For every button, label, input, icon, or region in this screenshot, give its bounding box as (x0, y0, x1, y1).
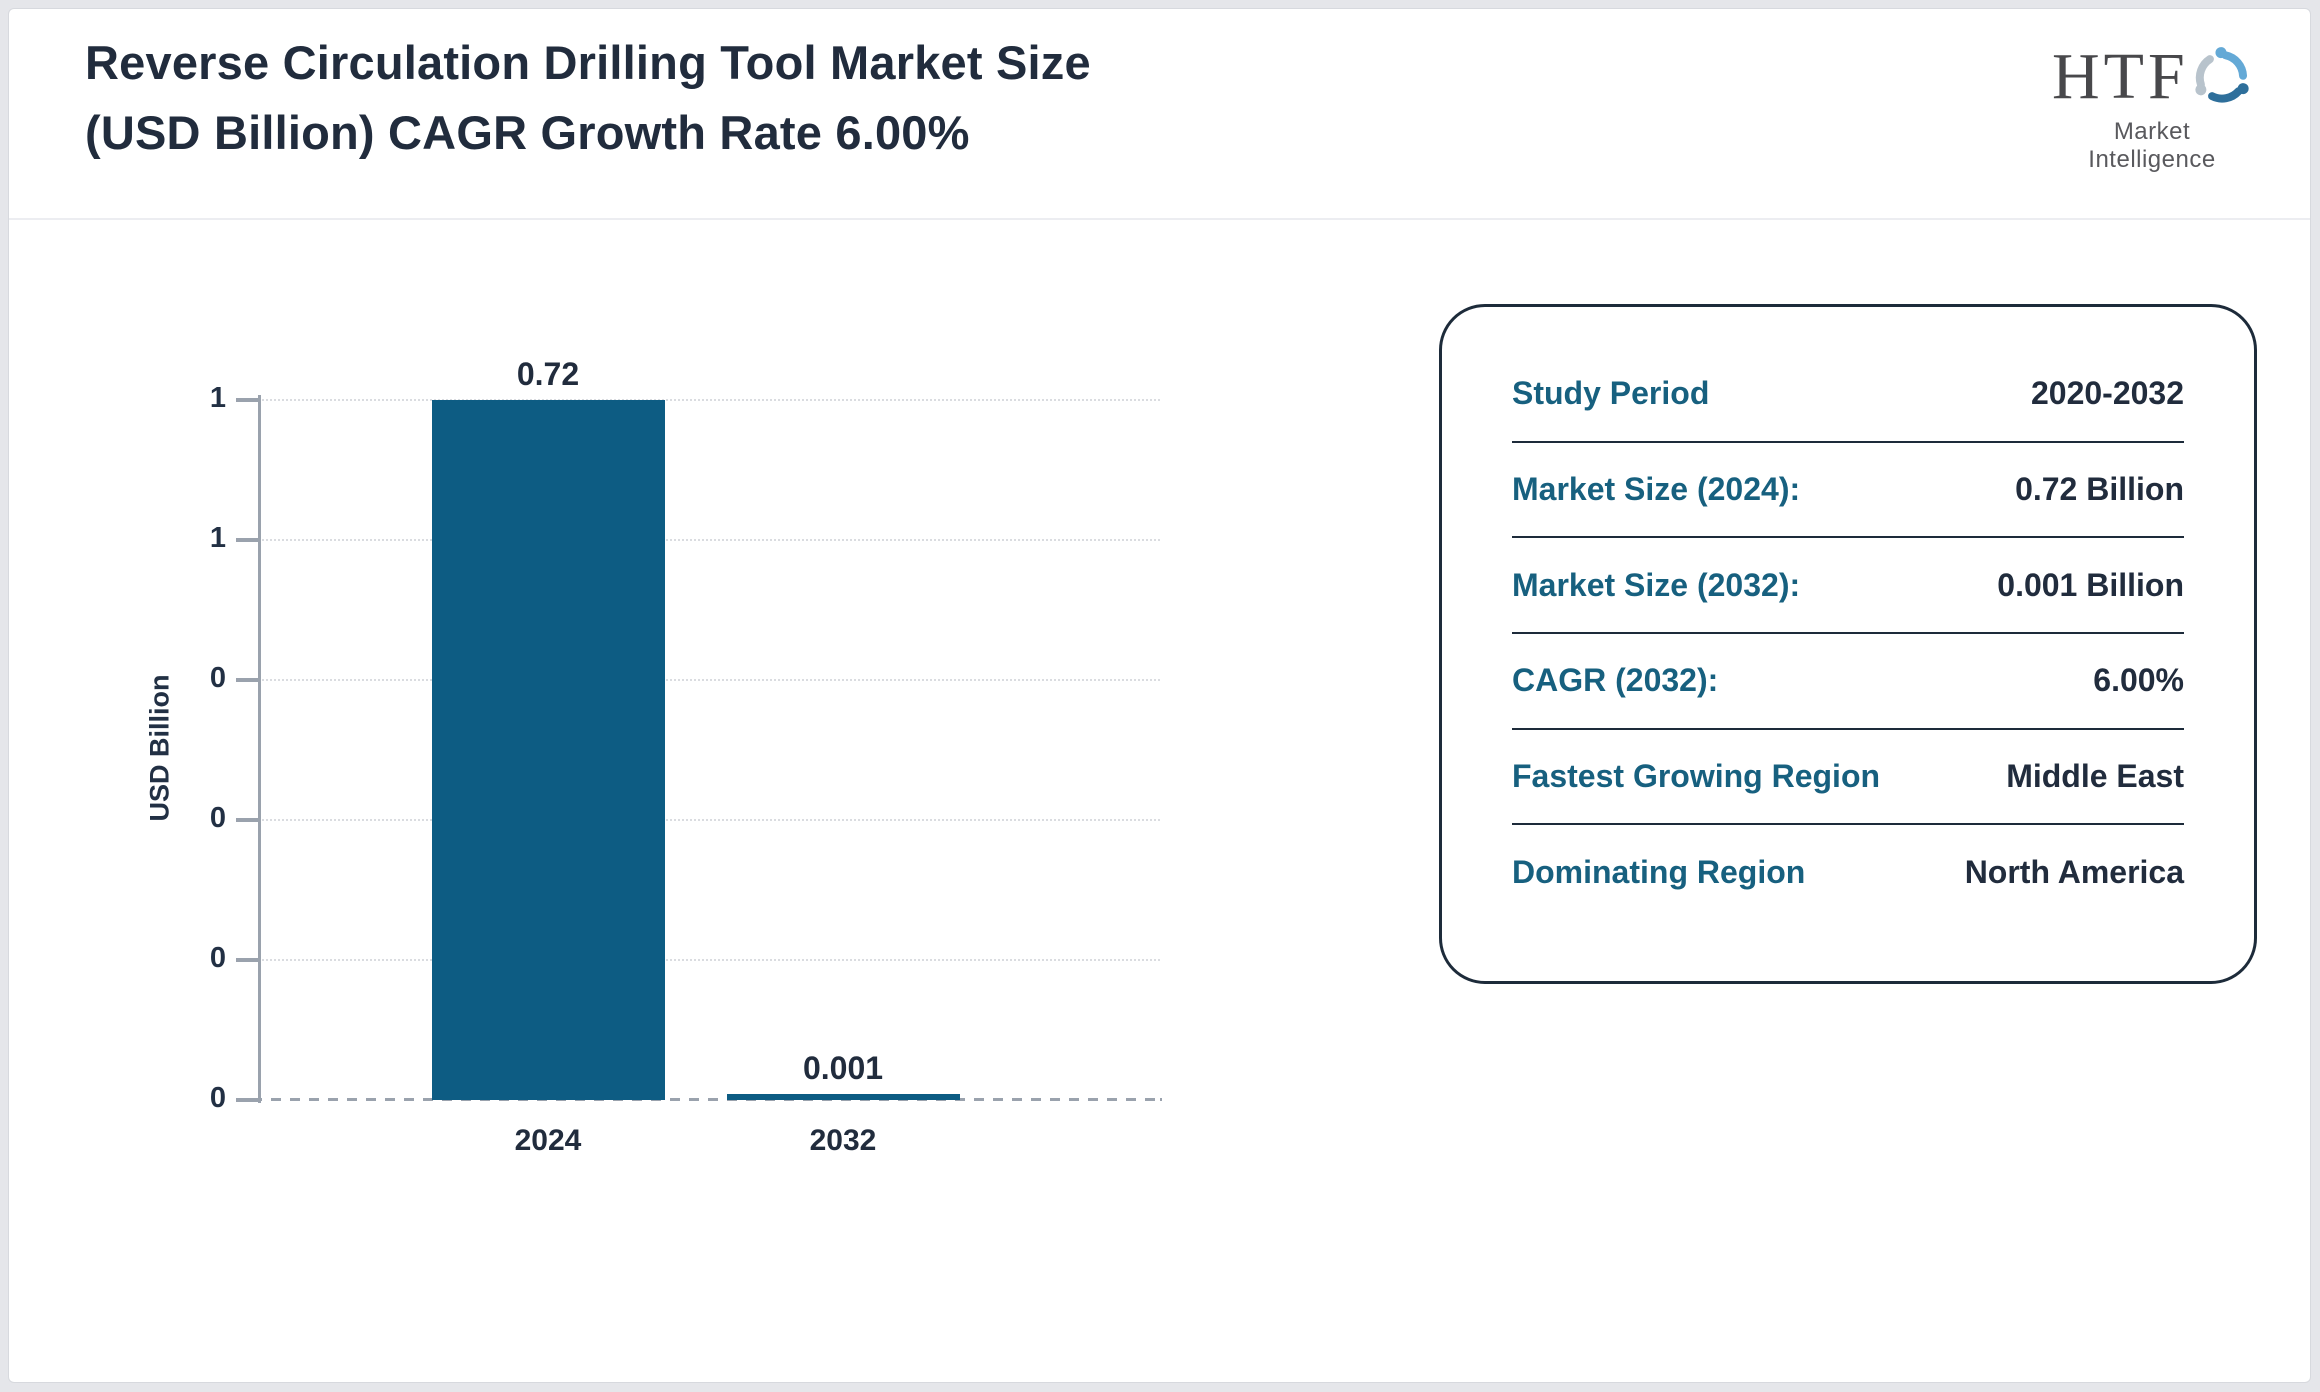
panel-row-value: North America (1965, 854, 2184, 891)
page-title-line2: (USD Billion) CAGR Growth Rate 6.00% (85, 106, 970, 159)
panel-row-value: 6.00% (2093, 662, 2184, 699)
panel-row-label: Market Size (2024): (1512, 471, 1800, 508)
gridline (262, 539, 1160, 541)
y-tick-label: 1 (140, 522, 226, 555)
y-tick-label: 1 (140, 382, 226, 415)
bar-value-label: 0.001 (803, 1050, 883, 1087)
y-axis-title: USD Billion (145, 675, 176, 822)
htf-logo-text: HTF (2052, 37, 2189, 117)
gridline (262, 959, 1160, 961)
panel-row-label: Fastest Growing Region (1512, 758, 1880, 795)
page: Reverse Circulation Drilling Tool Market… (0, 0, 2320, 1392)
y-axis-line (258, 395, 261, 1103)
panel-row-value: 0.001 Billion (1997, 567, 2184, 604)
people-swirl-icon (2191, 34, 2252, 120)
y-tick-mark (236, 818, 260, 822)
panel-row-label: Study Period (1512, 375, 1709, 412)
page-title: Reverse Circulation Drilling Tool Market… (85, 28, 1485, 168)
panel-row: Dominating Region North America (1512, 825, 2184, 919)
x-tick-label: 2024 (515, 1124, 582, 1158)
panel-row: Study Period 2020-2032 (1512, 347, 2184, 443)
header-divider (9, 218, 2310, 220)
panel-row: Market Size (2032): 0.001 Billion (1512, 538, 2184, 634)
htf-logo-row: HTF (2052, 34, 2252, 120)
htf-logo-subtext: Market Intelligence (2052, 118, 2252, 174)
bar-value-label: 0.72 (517, 356, 579, 393)
y-tick-mark (236, 958, 260, 962)
panel-row: Fastest Growing Region Middle East (1512, 730, 2184, 826)
gridline (262, 399, 1160, 401)
panel-row-label: CAGR (2032): (1512, 662, 1718, 699)
panel-row: CAGR (2032): 6.00% (1512, 634, 2184, 730)
y-tick-mark (236, 398, 260, 402)
x-axis-dashed-overlay (262, 1098, 1160, 1101)
gridline (262, 679, 1160, 681)
info-panel-rows: Study Period 2020-2032 Market Size (2024):… (1512, 347, 2184, 919)
y-tick-mark (236, 538, 260, 542)
page-title-line1: Reverse Circulation Drilling Tool Market… (85, 36, 1091, 89)
x-tick-label: 2032 (810, 1124, 877, 1158)
htf-logo: HTF Market Inte (2052, 34, 2252, 174)
panel-row-label: Market Size (2032): (1512, 567, 1800, 604)
y-tick-label: 0 (140, 1082, 226, 1115)
y-tick-label: 0 (140, 942, 226, 975)
bar-2024 (432, 400, 665, 1100)
gridline (262, 819, 1160, 821)
bar-2032 (727, 1094, 960, 1100)
panel-row-value: 2020-2032 (2031, 375, 2184, 412)
y-tick-mark (236, 1098, 260, 1102)
panel-row-value: Middle East (2006, 758, 2184, 795)
panel-row: Market Size (2024): 0.72 Billion (1512, 443, 2184, 539)
info-panel: Study Period 2020-2032 Market Size (2024):… (1439, 304, 2257, 984)
panel-row-label: Dominating Region (1512, 854, 1805, 891)
y-tick-mark (236, 678, 260, 682)
panel-row-value: 0.72 Billion (2015, 471, 2184, 508)
